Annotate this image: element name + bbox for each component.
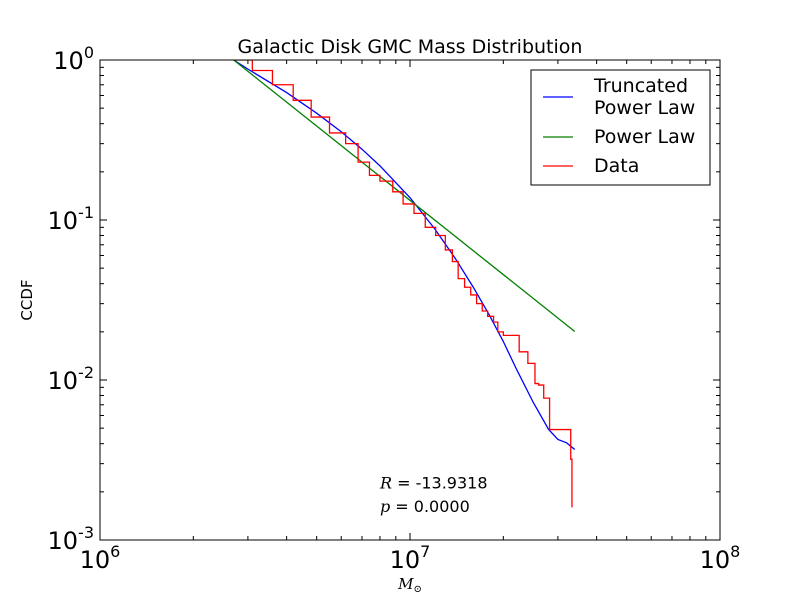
y-tick-label-base: 10: [48, 207, 79, 235]
legend-label-data: Data: [594, 155, 639, 177]
x-tick-label: 106: [80, 542, 121, 574]
annotation-r: R = -13.9318: [379, 473, 488, 492]
y-tick-label-exponent: 0: [84, 43, 94, 62]
y-tick-label-exponent: -1: [78, 203, 94, 222]
legend-label-line: Power Law: [594, 97, 695, 119]
x-tick-label: 108: [700, 542, 741, 574]
annotation-p: p = 0.0000: [380, 497, 470, 516]
y-tick-label-base: 10: [48, 367, 79, 395]
x-tick-label-exponent: 6: [110, 542, 120, 561]
legend-label-power-law: Power Law: [594, 126, 695, 148]
y-tick-label-base: 10: [53, 47, 84, 75]
x-tick-label-base: 10: [80, 546, 111, 574]
chart-title: Galactic Disk GMC Mass Distribution: [238, 36, 583, 58]
x-axis-label-symbol: M: [397, 575, 414, 593]
legend-label-line: Data: [594, 155, 639, 177]
y-tick-label-exponent: -2: [78, 363, 94, 382]
legend-label-truncated-power-law: Truncated Power Law: [593, 75, 695, 119]
x-tick-label-base: 10: [390, 546, 421, 574]
x-tick-label-exponent: 8: [730, 542, 740, 561]
y-tick-label: 10-1: [48, 203, 95, 235]
y-tick-label-exponent: -3: [78, 523, 94, 542]
x-axis-label-subscript: ⊙: [413, 584, 421, 595]
x-tick-label-exponent: 7: [420, 542, 430, 561]
series-power-law-line: [233, 60, 576, 332]
y-tick-label-base: 10: [48, 527, 79, 555]
legend-label-line: Power Law: [594, 126, 695, 148]
y-axis-label: CCDF: [18, 279, 36, 320]
x-tick-label-base: 10: [700, 546, 731, 574]
x-axis: 106 107 108: [80, 60, 741, 574]
x-tick-label: 107: [390, 542, 431, 574]
annotation-symbol: p: [380, 497, 390, 516]
y-tick-label: 100: [53, 43, 94, 75]
annotation-value: = -13.9318: [392, 473, 488, 492]
series-data-line: [233, 60, 573, 508]
legend-label-line: Truncated: [593, 75, 688, 97]
x-axis-label: M⊙: [397, 575, 422, 595]
annotation-symbol: R: [379, 473, 392, 492]
series-truncated-power-law-line: [233, 60, 576, 450]
y-tick-label: 10-3: [48, 523, 95, 555]
annotation-value: = 0.0000: [390, 497, 470, 516]
y-tick-label: 10-2: [48, 363, 95, 395]
plot-content: [233, 60, 576, 508]
